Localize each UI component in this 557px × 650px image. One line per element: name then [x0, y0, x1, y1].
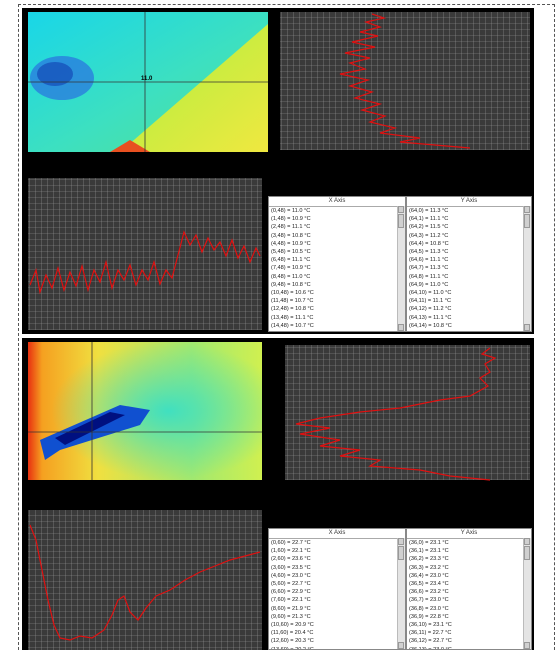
- list-item: (12,48) = 10.8 °C: [271, 306, 314, 313]
- scroll-down[interactable]: [524, 642, 530, 649]
- list-item: (12,60) = 20.3 °C: [271, 638, 314, 645]
- scroll-thumb[interactable]: [524, 214, 530, 228]
- list-item: (3,48) = 10.8 °C: [271, 232, 311, 239]
- list-item: (36,11) = 22.7 °C: [409, 630, 452, 637]
- scroll-up[interactable]: [398, 538, 404, 545]
- list-header: Y Axis: [407, 197, 531, 207]
- list-item: (64,13) = 11.1 °C: [409, 314, 452, 321]
- profile-graph: [285, 345, 530, 480]
- list-item: (4,48) = 10.9 °C: [271, 240, 311, 247]
- list-item: (1,48) = 10.9 °C: [271, 216, 311, 223]
- list-item: (36,9) = 22.8 °C: [409, 613, 449, 620]
- list-item: (64,7) = 11.3 °C: [409, 265, 449, 272]
- list-item: (10,60) = 20.9 °C: [271, 622, 314, 629]
- list-item: (36,12) = 22.7 °C: [409, 638, 452, 645]
- list-header: X Axis: [269, 197, 405, 207]
- dark-strip: [28, 154, 530, 176]
- scroll-down[interactable]: [398, 642, 404, 649]
- value-list: Y Axis (36,0) = 23.1 °C (36,1) = 23.1 °C (3…: [406, 528, 532, 650]
- thermal-image: [28, 12, 268, 152]
- list-item: (7,48) = 10.9 °C: [271, 265, 311, 272]
- list-item: (36,6) = 23.2 °C: [409, 589, 449, 596]
- scroll-up[interactable]: [524, 538, 530, 545]
- list-item: (8,48) = 11.0 °C: [271, 273, 311, 280]
- list-item: (11,60) = 20.4 °C: [271, 630, 314, 637]
- list-item: (6,48) = 11.1 °C: [271, 257, 311, 264]
- profile-graph: [28, 178, 262, 330]
- scroll-down[interactable]: [398, 324, 404, 331]
- scroll-up[interactable]: [524, 206, 530, 213]
- frame: [18, 4, 555, 650]
- list-item: (9,48) = 10.8 °C: [271, 281, 311, 288]
- value-list: X Axis (0,60) = 22.7 °C (1,60) = 22.1 °C (2…: [268, 528, 406, 650]
- value-list: X Axis (0,48) = 11.0 °C (1,48) = 10.9 °C (2…: [268, 196, 406, 332]
- scrollbar: [523, 538, 531, 649]
- list-item: (14,48) = 10.7 °C: [271, 322, 314, 329]
- list-item: (64,9) = 11.0 °C: [409, 281, 449, 288]
- list-item: (64,3) = 11.2 °C: [409, 232, 449, 239]
- scroll-thumb[interactable]: [524, 546, 530, 560]
- list-item: (2,60) = 23.6 °C: [271, 556, 311, 563]
- scroll-down[interactable]: [524, 324, 530, 331]
- crosshair-label: 11.0: [141, 76, 153, 82]
- list-item: (2,48) = 11.1 °C: [271, 224, 311, 231]
- scrollbar: [397, 206, 405, 331]
- list-item: (64,12) = 11.2 °C: [409, 306, 452, 313]
- scrollbar: [523, 206, 531, 331]
- list-item: (36,7) = 23.0 °C: [409, 597, 449, 604]
- list-item: (64,4) = 10.8 °C: [409, 240, 449, 247]
- list-item: (36,1) = 23.1 °C: [409, 548, 449, 555]
- list-item: (36,0) = 23.1 °C: [409, 540, 449, 546]
- list-item: (0,60) = 22.7 °C: [271, 540, 311, 546]
- profile-graph: [28, 510, 262, 650]
- list-item: (1,60) = 22.1 °C: [271, 548, 311, 555]
- thermal-image: [28, 342, 262, 480]
- list-item: (5,48) = 10.5 °C: [271, 249, 311, 256]
- list-item: (8,60) = 21.9 °C: [271, 605, 311, 612]
- list-item: (36,10) = 23.1 °C: [409, 622, 452, 629]
- list-header: X Axis: [269, 529, 405, 539]
- list-item: (13,60) = 20.2 °C: [271, 646, 314, 650]
- list-item: (11,48) = 10.7 °C: [271, 298, 314, 305]
- value-list: Y Axis (64,0) = 11.3 °C (64,1) = 11.1 °C (6…: [406, 196, 532, 332]
- list-item: (5,60) = 22.7 °C: [271, 581, 311, 588]
- list-item: (36,5) = 23.4 °C: [409, 581, 449, 588]
- list-item: (64,0) = 11.3 °C: [409, 208, 449, 214]
- list-item: (64,10) = 11.0 °C: [409, 290, 452, 297]
- list-item: (64,1) = 11.1 °C: [409, 216, 449, 223]
- list-item: (64,6) = 11.1 °C: [409, 257, 449, 264]
- list-item: (64,11) = 11.1 °C: [409, 298, 451, 305]
- list-item: (36,4) = 23.0 °C: [409, 572, 449, 579]
- list-item: (10,48) = 10.6 °C: [271, 290, 314, 297]
- list-item: (64,5) = 11.3 °C: [409, 249, 449, 256]
- scroll-thumb[interactable]: [398, 546, 404, 560]
- list-item: (36,13) = 23.0 °C: [409, 646, 452, 650]
- list-item: (3,60) = 23.5 °C: [271, 564, 311, 571]
- list-item: (0,48) = 11.0 °C: [271, 208, 311, 214]
- scroll-up[interactable]: [398, 206, 404, 213]
- list-item: (7,60) = 22.1 °C: [271, 597, 311, 604]
- list-item: (36,2) = 23.3 °C: [409, 556, 449, 563]
- scroll-thumb[interactable]: [398, 214, 404, 228]
- profile-trace: [29, 13, 497, 641]
- list-item: (36,3) = 23.2 °C: [409, 564, 449, 571]
- list-item: (36,8) = 23.0 °C: [409, 605, 449, 612]
- profile-graph: [280, 12, 530, 150]
- list-item: (64,14) = 10.8 °C: [409, 322, 452, 329]
- list-item: (6,60) = 22.9 °C: [271, 589, 311, 596]
- scrollbar: [397, 538, 405, 649]
- list-item: (9,60) = 21.3 °C: [271, 613, 311, 620]
- list-item: (4,60) = 23.0 °C: [271, 572, 311, 579]
- list-item: (64,2) = 11.5 °C: [409, 224, 449, 231]
- list-header: Y Axis: [407, 529, 531, 539]
- list-item: (13,48) = 11.1 °C: [271, 314, 314, 321]
- list-item: (64,8) = 11.1 °C: [409, 273, 449, 280]
